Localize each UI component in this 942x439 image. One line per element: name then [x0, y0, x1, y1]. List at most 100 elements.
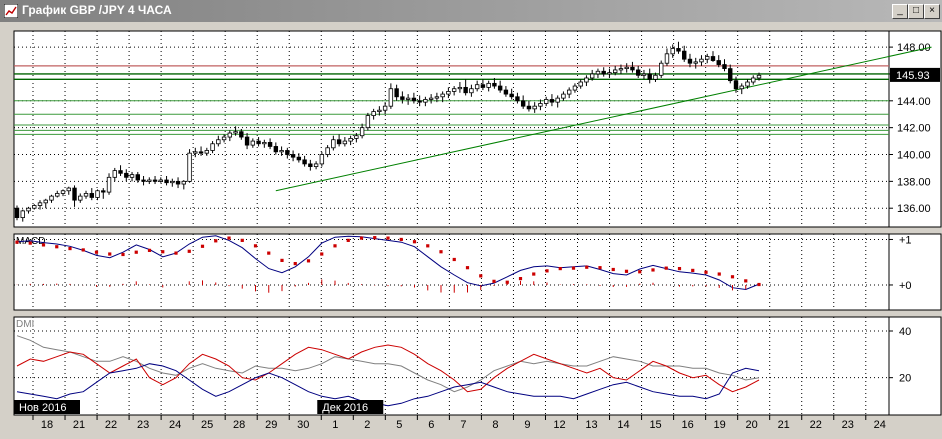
candle-body — [342, 140, 348, 145]
candle-body — [221, 136, 227, 141]
time-axis-label: 19 — [714, 419, 726, 431]
price-tick-label: 142.00 — [897, 123, 931, 135]
macd-signal-dot — [691, 268, 695, 273]
candle-body — [515, 96, 520, 102]
candle-body — [480, 84, 486, 88]
trend-line — [275, 46, 932, 192]
price-tick-label: 138.00 — [897, 176, 931, 188]
macd-signal-dot — [704, 270, 708, 274]
time-axis-label: 22 — [105, 419, 117, 431]
time-axis-label: 9 — [524, 419, 530, 431]
candle-body — [676, 48, 681, 52]
candle-body — [164, 179, 169, 184]
macd-signal-dot — [121, 252, 125, 257]
macd-signal-dot — [730, 275, 735, 279]
candle-body — [520, 100, 526, 107]
macd-signal-dot — [585, 265, 589, 269]
candle-body — [682, 50, 687, 60]
macd-tick-label: +0 — [899, 280, 912, 292]
macd-signal-dot — [492, 279, 496, 283]
time-axis-label: 22 — [810, 419, 822, 431]
candle-body — [216, 139, 221, 145]
minus-di-line — [16, 363, 760, 407]
dmi-panel — [13, 316, 890, 416]
chart-area[interactable]: 148.00146.00144.00142.00140.00138.00136.… — [0, 22, 942, 436]
time-axis-label: 21 — [73, 419, 85, 431]
candle-body — [348, 137, 353, 142]
candle-body — [129, 174, 135, 178]
candle-body — [733, 80, 739, 90]
macd-signal-dot — [532, 272, 536, 276]
candle-body — [687, 58, 693, 64]
candle-body — [653, 74, 658, 80]
candle-body — [474, 84, 480, 90]
price-tick-label: 144.00 — [897, 96, 931, 108]
candle-body — [262, 142, 267, 145]
macd-signal-dot — [386, 236, 390, 240]
candle-body — [595, 70, 601, 75]
macd-signal-dot — [373, 236, 377, 240]
chart-canvas[interactable]: 148.00146.00144.00142.00140.00138.00136.… — [0, 22, 942, 436]
candle-body — [187, 152, 192, 182]
candle-body — [526, 105, 532, 110]
candle-body — [135, 174, 140, 181]
candle-body — [204, 150, 210, 154]
candle-body — [428, 97, 434, 100]
macd-signal-dot — [108, 252, 112, 256]
candle-body — [497, 85, 503, 91]
candle-body — [175, 180, 181, 185]
candle-body — [549, 99, 555, 103]
candle-body — [566, 89, 572, 95]
macd-signal-dot — [558, 266, 562, 271]
candle-body — [630, 66, 635, 71]
macd-signal-dot — [55, 245, 59, 249]
close-button[interactable]: × — [924, 4, 940, 19]
title-bar: График GBP /JPY 4 ЧАСА _ □ × — [0, 0, 942, 22]
candle-body — [641, 73, 647, 76]
candle-body — [716, 60, 721, 65]
candle-body — [699, 58, 704, 63]
candle-body — [584, 77, 589, 83]
period-marker-box — [317, 400, 384, 414]
candle-body — [32, 205, 37, 209]
candle-body — [101, 190, 106, 193]
macd-signal-dot — [28, 241, 32, 245]
candle-body — [89, 193, 94, 198]
candle-body — [756, 74, 762, 79]
candle-body — [503, 89, 509, 95]
candle-body — [463, 86, 468, 94]
candle-body — [256, 140, 261, 145]
candle-body — [509, 93, 514, 98]
macd-line — [16, 235, 760, 291]
time-axis-label: 5 — [396, 419, 402, 431]
macd-scale-panel — [888, 233, 942, 311]
minimize-button[interactable]: _ — [892, 4, 908, 19]
candle-body — [693, 61, 698, 64]
candle-body — [469, 88, 474, 94]
candle-body — [492, 82, 497, 87]
macd-signal-dot — [677, 266, 682, 271]
macd-panel — [13, 233, 890, 311]
maximize-button[interactable]: □ — [908, 4, 924, 19]
dmi-title: DMI — [16, 319, 34, 330]
macd-signal-dot — [333, 244, 337, 248]
macd-signal-dot — [452, 257, 456, 262]
time-axis-label: 7 — [460, 419, 466, 431]
candle-body — [705, 56, 710, 60]
candle-body — [72, 187, 77, 201]
macd-signal-dot — [41, 243, 46, 247]
time-axis-label: 24 — [874, 419, 886, 431]
dmi-tick-label: 40 — [899, 326, 911, 338]
candle-body — [147, 179, 152, 182]
candle-body — [434, 96, 440, 99]
time-axis-label: 30 — [297, 419, 309, 431]
macd-signal-dot — [717, 272, 721, 276]
candle-body — [66, 187, 71, 192]
candle-body — [250, 140, 256, 146]
chart-window-icon — [4, 4, 18, 18]
candle-body — [457, 86, 463, 90]
candle-body — [745, 81, 750, 87]
macd-signal-dot — [293, 261, 297, 266]
candle-body — [210, 143, 215, 151]
macd-signal-dot — [267, 251, 271, 255]
